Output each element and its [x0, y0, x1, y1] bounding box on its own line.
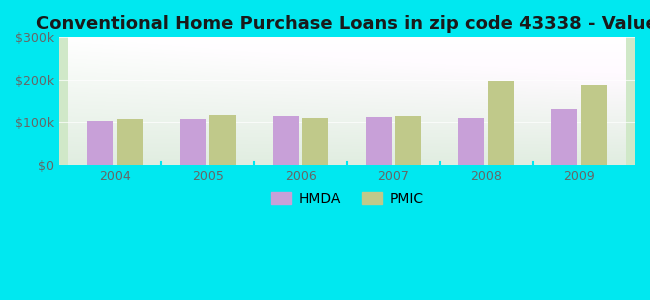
Bar: [458, 118, 484, 165]
Bar: [209, 115, 235, 165]
Bar: [180, 119, 206, 165]
Bar: [551, 109, 577, 165]
Bar: [365, 117, 391, 165]
Bar: [272, 116, 299, 165]
Bar: [87, 121, 113, 165]
Bar: [116, 119, 142, 165]
Bar: [302, 118, 328, 165]
Bar: [395, 116, 421, 165]
Bar: [488, 81, 514, 165]
Bar: [581, 85, 607, 165]
Title: Conventional Home Purchase Loans in zip code 43338 - Value: Conventional Home Purchase Loans in zip …: [36, 15, 650, 33]
Legend: HMDA, PMIC: HMDA, PMIC: [265, 187, 429, 211]
